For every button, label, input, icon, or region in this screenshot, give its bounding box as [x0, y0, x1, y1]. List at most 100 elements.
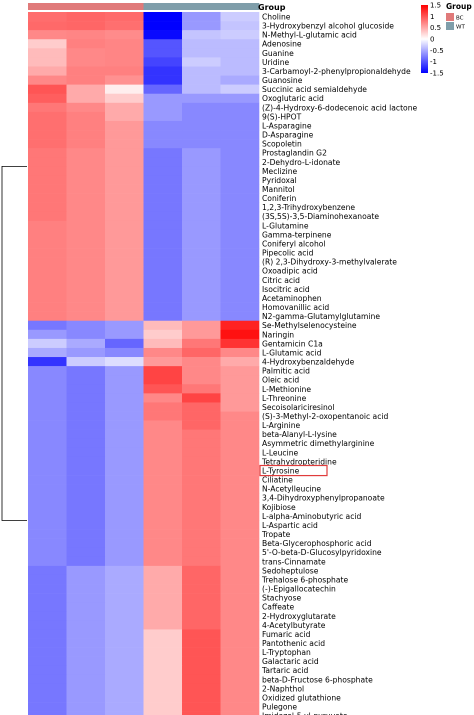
heatmap-cell: [220, 484, 260, 494]
heatmap-cell: [220, 629, 260, 639]
group-annotation-bar: [28, 3, 260, 10]
heatmap-cell: [66, 193, 106, 203]
heatmap-cell: [143, 393, 183, 403]
heatmap-cell: [220, 602, 260, 612]
row-label: Citric acid: [262, 276, 300, 285]
heatmap-cell: [105, 593, 144, 603]
heatmap-cell: [220, 12, 260, 22]
heatmap-cell: [28, 629, 67, 639]
heatmap-cell: [66, 511, 106, 521]
heatmap-cell: [143, 284, 183, 294]
heatmap-cell: [220, 511, 260, 521]
heatmap-cell: [182, 393, 221, 403]
heatmap-cell: [182, 511, 221, 521]
heatmap-cell: [143, 665, 183, 676]
heatmap-cell: [28, 111, 67, 122]
heatmap-cell: [105, 584, 144, 594]
heatmap-cell: [143, 266, 183, 276]
heatmap-cell: [143, 75, 183, 85]
row-label: Homovanillic acid: [262, 303, 329, 312]
heatmap-cell: [105, 130, 144, 140]
heatmap-cell: [143, 538, 183, 549]
row-label: Galactaric acid: [262, 657, 319, 666]
row-label: L-Tyrosine: [262, 466, 300, 475]
heatmap-cell: [66, 493, 106, 503]
heatmap-cell: [28, 493, 67, 503]
heatmap-cell: [182, 629, 221, 639]
heatmap-cell: [220, 520, 260, 530]
heatmap-cell: [220, 111, 260, 122]
heatmap-cell: [105, 57, 144, 67]
row-label: N-Acetylleucine: [262, 485, 321, 494]
group-legend-swatch-wt: [446, 22, 454, 30]
heatmap-cell: [66, 466, 106, 476]
heatmap-cell: [182, 347, 221, 358]
heatmap-cell: [182, 438, 221, 449]
heatmap-cell: [28, 184, 67, 194]
heatmap-cell: [143, 493, 183, 503]
heatmap-cell: [143, 12, 183, 22]
heatmap-cell: [66, 338, 106, 349]
heatmap-cell: [220, 429, 260, 440]
row-label: 5'-O-beta-D-Glucosylpyridoxine: [262, 548, 382, 557]
heatmap-cell: [143, 139, 183, 149]
heatmap-cell: [182, 30, 221, 40]
heatmap-cell: [105, 248, 144, 258]
heatmap-cell: [105, 375, 144, 385]
row-label: Mannitol: [262, 185, 295, 194]
heatmap-cell: [28, 357, 67, 367]
heatmap-cell: [105, 511, 144, 521]
row-label: Naringin: [262, 330, 294, 339]
heatmap-cell: [28, 593, 67, 603]
heatmap-cell: [28, 402, 67, 412]
heatmap-cell: [105, 674, 144, 685]
row-label: (S)-3-Methyl-2-oxopentanoic acid: [262, 412, 388, 421]
heatmap-cell: [66, 139, 106, 149]
heatmap-cell: [66, 683, 106, 694]
heatmap-cell: [220, 293, 260, 303]
heatmap-cell: [66, 347, 106, 358]
heatmap-cell: [105, 366, 144, 376]
heatmap-cell: [220, 166, 260, 176]
heatmap-cell: [143, 638, 183, 648]
heatmap-cell: [220, 229, 260, 240]
heatmap-cell: [105, 75, 144, 85]
heatmap-cell: [220, 257, 260, 267]
heatmap-cell: [66, 220, 106, 231]
heatmap-cell: [182, 620, 221, 630]
color-scale-legend: 1.5 1 0.5 0 -0.5 -1 -1.5: [421, 2, 444, 78]
heatmap-cell: [28, 511, 67, 521]
heatmap-cell: [105, 193, 144, 203]
heatmap-cell: [66, 547, 106, 558]
heatmap-cell: [182, 338, 221, 349]
heatmap-cell: [143, 21, 183, 31]
heatmap-cell: [66, 148, 106, 158]
heatmap-cell: [28, 602, 67, 612]
heatmap-cell: [105, 447, 144, 458]
row-label: Meclizine: [262, 167, 298, 176]
heatmap-cell: [143, 502, 183, 512]
row-label: L-Methionine: [262, 385, 311, 394]
heatmap-cell: [143, 602, 183, 612]
heatmap-cell: [105, 293, 144, 303]
heatmap-cell: [105, 357, 144, 367]
heatmap-cell: [66, 602, 106, 612]
heatmap-cell: [220, 329, 260, 340]
heatmap-cell: [66, 529, 106, 539]
group-legend: Group BC WT: [446, 2, 472, 31]
heatmap-cell: [220, 502, 260, 512]
heatmap-cell: [220, 529, 260, 539]
heatmap-cell: [28, 674, 67, 685]
heatmap-cell: [28, 411, 67, 421]
heatmap-cell: [105, 338, 144, 349]
row-label: Succinic acid semialdehyde: [262, 85, 367, 94]
heatmap-cell: [220, 75, 260, 85]
heatmap-cell: [105, 66, 144, 76]
heatmap-cell: [66, 584, 106, 594]
heatmap-cell: [105, 384, 144, 394]
heatmap-cell: [28, 711, 67, 715]
heatmap-cell: [182, 384, 221, 394]
heatmap-cell: [105, 602, 144, 612]
row-label: L-Tryptophan: [262, 648, 311, 657]
heatmap-cell: [143, 329, 183, 340]
